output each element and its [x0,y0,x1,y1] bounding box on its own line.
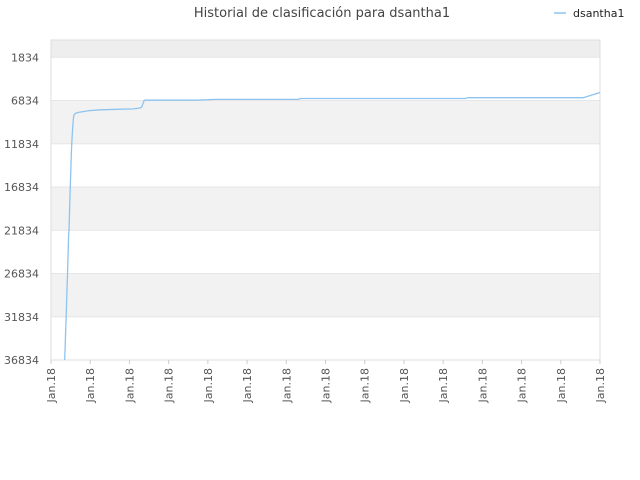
x-tick-label: Jan.18 [320,368,333,403]
x-axis: Jan.18 Jan.18 Jan.18 Jan.18 Jan.18 Jan.18 Jan.… [45,360,607,403]
y-tick-label: 21834 [4,224,39,237]
x-tick-label: Jan.18 [437,368,450,403]
plot-band [51,100,600,144]
y-tick-label: 11834 [4,138,39,151]
x-tick-label: Jan.18 [45,368,58,403]
y-tick-label: 26834 [4,268,39,281]
x-tick-label: Jan.18 [555,368,568,403]
plot-bands [51,40,600,317]
y-tick-label: 1834 [11,51,39,64]
y-tick-label: 36834 [4,354,39,367]
chart-title: Historial de clasificación para dsantha1 [194,6,450,21]
x-tick-label: Jan.18 [163,368,176,403]
x-tick-label: Jan.18 [280,368,293,403]
x-tick-label: Jan.18 [516,368,529,403]
y-axis: 1834 6834 11834 16834 21834 26834 31834 36834 [4,51,39,367]
series-line-dsantha1 [64,91,601,361]
plot-band [51,187,600,231]
legend-label: dsantha1 [573,7,624,20]
x-tick-label: Jan.18 [202,368,215,403]
x-tick-label: Jan.18 [241,368,254,403]
plot-band [51,40,600,58]
legend[interactable]: dsantha1 [554,7,624,20]
x-tick-label: Jan.18 [594,368,607,403]
x-tick-label: Jan.18 [123,368,136,403]
plot-band [51,273,600,317]
y-tick-label: 16834 [4,181,39,194]
series-layer [64,91,601,361]
x-tick-label: Jan.18 [359,368,372,403]
y-tick-label: 6834 [11,95,39,108]
x-tick-label: Jan.18 [476,368,489,403]
x-tick-label: Jan.18 [84,368,97,403]
y-tick-label: 31834 [4,311,39,324]
x-tick-label: Jan.18 [398,368,411,403]
